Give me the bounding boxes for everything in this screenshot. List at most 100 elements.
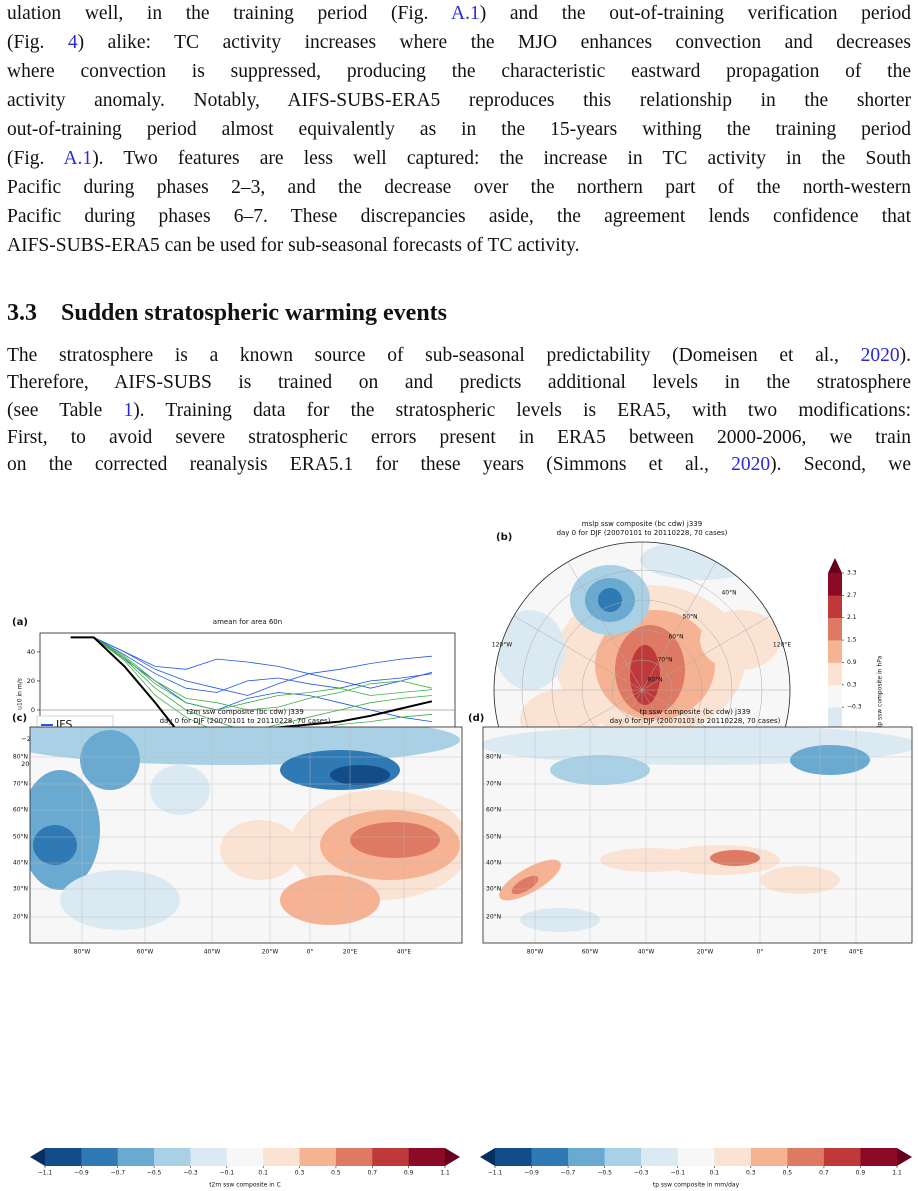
text-line: The stratosphere is a known source of su…: [7, 344, 911, 368]
colorbar-bin: [190, 1148, 228, 1166]
colorbar-label: mslp ssw composite in hPa: [877, 655, 884, 736]
lat-label: 50°N: [486, 834, 501, 841]
text-run: ) alike: TC activity increases where the…: [77, 32, 911, 53]
text-run: Therefore, AIFS-SUBS is trained on and p…: [7, 372, 911, 394]
citation-link[interactable]: 4: [67, 32, 78, 53]
chart-title: amean for area 60n: [213, 618, 282, 626]
colorbar-bin: [604, 1148, 642, 1166]
panel-title: day 0 for DJF (20070101 to 20110228, 70 …: [160, 717, 331, 725]
panel-title: tp ssw composite (bc cdw) j339: [640, 708, 751, 716]
colorbar-extend: [480, 1148, 495, 1166]
colorbar-tick-label: 0.1: [709, 1170, 719, 1177]
text-run: (Fig.: [7, 32, 68, 53]
citation-link[interactable]: 2020: [860, 345, 900, 366]
line-series: [70, 637, 432, 693]
panel-label: (b): [496, 532, 512, 543]
panel-label: (a): [12, 617, 28, 628]
map-frame: [482, 726, 913, 944]
lat-label: 80°N: [647, 677, 662, 684]
lon-label: 40°W: [638, 949, 655, 956]
y-axis-label: u10 in m/s: [17, 678, 24, 710]
text-run: ). Second, we: [770, 454, 912, 476]
text-line: Therefore, AIFS-SUBS is trained on and p…: [7, 371, 911, 395]
colorbar-tick-label: 0.3: [847, 681, 857, 688]
text-run: on the corrected reanalysis ERA5.1 for t…: [7, 454, 732, 476]
lon-label: 40°W: [204, 949, 221, 956]
map: [483, 727, 912, 943]
colorbar-tick-label: 2.1: [847, 614, 857, 621]
map-shading: [280, 875, 380, 925]
map-frame: [29, 726, 463, 944]
colorbar-extend: [897, 1148, 912, 1166]
colorbar-bin: [677, 1148, 715, 1166]
lat-label: 60°N: [486, 807, 501, 814]
colorbar-tick-label: −0.1: [670, 1170, 685, 1177]
lat-label: 60°N: [668, 634, 683, 641]
lat-label: 30°N: [486, 886, 501, 893]
colorbar-bin: [335, 1148, 373, 1166]
lat-label: 80°N: [13, 754, 28, 761]
colorbar-tick-label: 0.7: [819, 1170, 829, 1177]
section-number: 3.3: [7, 300, 37, 326]
lat-label: 20°N: [13, 914, 28, 921]
text-line: where convection is suppressed, producin…: [7, 60, 911, 84]
map-shading: [600, 848, 700, 872]
section-title: Sudden stratospheric warming events: [61, 300, 448, 326]
colorbar-tick-label: 1.1: [440, 1170, 450, 1177]
colorbar-bin: [828, 707, 842, 730]
line-series: [70, 637, 433, 696]
text-line: Pacific during phases 6–7. These discrep…: [7, 205, 911, 229]
lat-label: 60°N: [13, 807, 28, 814]
text-run: AIFS-SUBS-ERA5 can be used for sub-seaso…: [7, 235, 580, 256]
y-tick-label: −20: [21, 735, 35, 743]
lat-label: 20°N: [486, 914, 501, 921]
colorbar-bin: [531, 1148, 569, 1166]
lon-label: 80°W: [74, 949, 91, 956]
citation-link[interactable]: 1: [123, 399, 134, 421]
panel-label: (c): [12, 713, 27, 724]
colorbar-tick-label: −0.9: [74, 1170, 89, 1177]
citation-link[interactable]: A.1: [63, 148, 93, 169]
lat-label: 70°N: [486, 781, 501, 788]
colorbar-bin: [823, 1148, 861, 1166]
colorbar-bin: [372, 1148, 409, 1166]
lon-label: 0°: [307, 949, 314, 956]
text-run: (see Table: [7, 399, 124, 421]
map-shading: [80, 730, 140, 790]
text-run: Pacific during phases 2–3, and the decre…: [7, 177, 911, 198]
citation-link[interactable]: A.1: [451, 3, 480, 24]
colorbar-bin: [299, 1148, 337, 1166]
lon-label: 20°E: [343, 949, 358, 956]
lon-label: 60°W: [582, 949, 599, 956]
line-series: [70, 637, 432, 711]
text-line: First, to avoid severe stratospheric err…: [7, 426, 911, 450]
map-shading: [330, 765, 390, 785]
map-shading: [710, 850, 760, 866]
colorbar-bin: [750, 1148, 788, 1166]
colorbar-bin: [828, 617, 842, 641]
colorbar-tick-label: 0.9: [847, 659, 857, 666]
text-run: Pacific during phases 6–7. These discrep…: [7, 206, 911, 227]
text-run: First, to avoid severe stratospheric err…: [7, 426, 911, 448]
lat-label: 70°N: [657, 657, 672, 664]
colorbar-tick-label: 0.9: [856, 1170, 866, 1177]
text-line: AIFS-SUBS-ERA5 can be used for sub-seaso…: [7, 234, 911, 258]
panel-title: day 0 for DJF (20070101 to 20110228, 70 …: [610, 717, 781, 725]
colorbar-bin: [828, 662, 842, 686]
section-heading: 3.3 Sudden stratospheric warming events: [7, 300, 447, 327]
colorbar-tick-label: 2.7: [847, 592, 857, 599]
colorbar-bin: [828, 684, 842, 708]
colorbar-bin: [495, 1148, 532, 1166]
map-shading: [60, 870, 180, 930]
colorbar-bin: [828, 640, 842, 663]
colorbar-extend: [445, 1148, 460, 1166]
colorbar-tick-label: −1.1: [488, 1170, 503, 1177]
lon-label: 20°W: [697, 949, 714, 956]
text-run: The stratosphere is a known source of su…: [7, 345, 861, 366]
citation-link[interactable]: 2020: [731, 454, 771, 476]
colorbar-bin: [828, 573, 842, 596]
lat-label: 70°N: [13, 781, 28, 788]
map-shading: [630, 645, 660, 705]
